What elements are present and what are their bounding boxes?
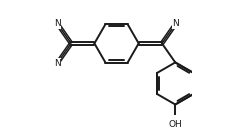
Text: N: N <box>173 19 179 28</box>
Text: N: N <box>54 59 60 68</box>
Text: OH: OH <box>168 120 182 129</box>
Text: N: N <box>54 19 60 28</box>
